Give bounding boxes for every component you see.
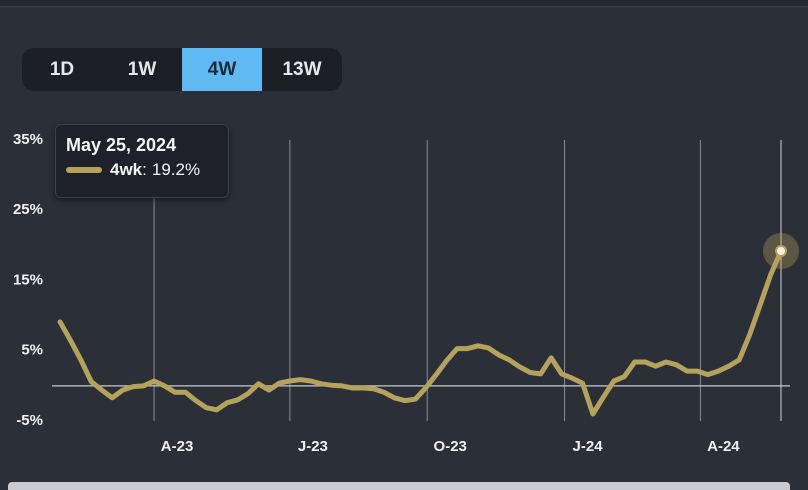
top-bar (0, 0, 808, 7)
tooltip-swatch (66, 167, 102, 173)
y-tick-label: 15% (13, 271, 43, 288)
range-button[interactable]: 1W (127, 59, 157, 80)
range-button[interactable]: 1D (49, 59, 75, 80)
x-tick-label: A-23 (161, 438, 194, 455)
x-tick-label: J-24 (573, 438, 604, 455)
range-button[interactable]: 4W (182, 48, 262, 91)
y-tick-label: 5% (21, 342, 43, 359)
range-button[interactable]: 13W (282, 59, 322, 80)
scrollbar[interactable] (8, 482, 790, 490)
tooltip-series-name: 4wk (110, 160, 152, 180)
chart: -5% 5% 15% 25% 35% A-23 J-23 O-23 J-24 A-24 (13, 131, 799, 455)
hover-point (775, 244, 787, 257)
y-tick-label: 35% (13, 131, 43, 148)
x-tick-label: O-23 (434, 438, 467, 455)
x-tick-label: J-23 (298, 438, 328, 455)
tooltip-title: May 25, 2024 (66, 135, 177, 155)
tooltip-row: 4wk 19.2% (66, 160, 200, 180)
x-tick-label: A-24 (707, 438, 740, 455)
tooltip-value: 19.2% (151, 160, 201, 179)
series-line (57, 248, 784, 417)
y-tick-label: 25% (13, 201, 43, 218)
tooltip: May 25, 2024 4wk 19.2% (55, 124, 229, 198)
y-tick-label: -5% (16, 412, 43, 429)
range-selector: 1D 1W 4W 13W (22, 48, 342, 91)
